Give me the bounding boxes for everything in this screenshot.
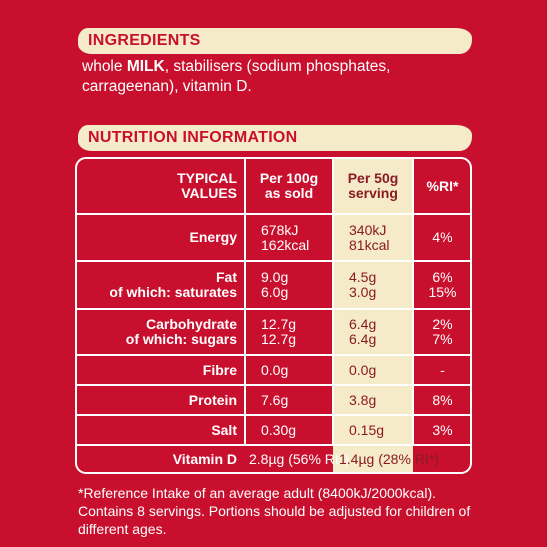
header-per-100g-line: Per 100g (259, 170, 319, 186)
per-100g-value-line: 12.7g (261, 316, 297, 332)
ri-value-line: 6% (432, 269, 453, 285)
header-ri: %RI* (413, 177, 472, 194)
nutrient-label: Protein (75, 391, 237, 408)
header-ri-line: %RI* (426, 177, 459, 194)
reference-intake-note: *Reference Intake of an average adult (8… (78, 485, 471, 537)
nutrient-label-line: Energy (189, 229, 237, 245)
per-100g-value-line: 0.0g (261, 361, 289, 378)
ri-value-line: 8% (432, 391, 453, 408)
per-100g-value-line: 9.0g (261, 269, 289, 285)
nutrient-label: Fat of which: saturates (75, 270, 237, 300)
per-100g-value: 678kJ 162kcal (261, 221, 333, 253)
per-100g-value-line: 12.7g (261, 331, 297, 347)
table-border (75, 157, 472, 474)
ingredients-heading: INGREDIENTS (78, 28, 472, 54)
ri-value-line: 3% (432, 421, 453, 438)
nutrient-label-line: of which: sugars (125, 331, 237, 347)
header-typical-values: TYPICAL VALUES (75, 171, 237, 201)
per-50g-value: 0.0g (349, 361, 413, 378)
per-100g-value-line: 6.0g (261, 284, 289, 300)
nutrient-label: Fibre (75, 361, 237, 378)
nutrient-label-line: Protein (188, 391, 237, 408)
per-50g-value-line: 3.0g (349, 284, 377, 300)
ri-value: 8% (413, 391, 472, 408)
per-100g-value-line: 162kcal (261, 236, 310, 253)
per-100g-value: 2.8µg (56% RI*) (249, 450, 369, 467)
per-50g-value-line: 0.0g (349, 361, 377, 378)
header-typical-values-line: TYPICAL (177, 170, 237, 186)
per-50g-value-line: 0.15g (349, 421, 385, 438)
per-50g-value-line: 340kJ (349, 221, 387, 238)
nutrient-label: Salt (75, 421, 237, 438)
ingredients-allergen: MILK (126, 58, 165, 75)
per-50g-value: 4.5g 3.0g (349, 270, 413, 300)
per-50g-value-line: 6.4g (349, 331, 377, 347)
ri-value-line: - (440, 361, 445, 378)
header-per-50g-line: Per 50g (347, 170, 399, 186)
ri-value: - (413, 361, 472, 378)
ri-value: 2% 7% (413, 317, 472, 347)
nutrient-label-line: Fat (216, 269, 237, 285)
per-50g-value: 1.4µg (28% RI*) (339, 450, 459, 467)
per-100g-value: 0.0g (261, 361, 333, 378)
per-100g-value-line: 2.8µg (56% RI*) (249, 450, 349, 467)
header-per-100g-line: as sold (264, 185, 314, 201)
per-50g-value-line: 1.4µg (28% RI*) (339, 450, 439, 467)
nutrition-table: TYPICAL VALUES Per 100g as sold Per 50g servi… (75, 156, 472, 475)
ri-value: 3% (413, 421, 472, 438)
per-100g-value: 9.0g 6.0g (261, 270, 333, 300)
nutrition-heading: NUTRITION INFORMATION (78, 125, 472, 151)
per-50g-value-line: 6.4g (349, 316, 377, 332)
ri-value: 6% 15% (413, 270, 472, 300)
per-100g-value-line: 0.30g (261, 421, 297, 438)
ingredients-rest: , stabilisers (sodium phosphates, carrag… (82, 58, 391, 95)
nutrient-label-line: of which: saturates (109, 284, 237, 300)
ri-value-line: 4% (432, 229, 453, 245)
nutrient-label-line: Salt (211, 421, 237, 438)
per-50g-value-line: 3.8g (349, 391, 377, 408)
nutrition-table-grid (75, 157, 472, 474)
serving-column-shade (333, 158, 413, 473)
header-typical-values-line: VALUES (181, 185, 237, 201)
per-100g-value-line: 7.6g (261, 391, 289, 408)
per-50g-value: 3.8g (349, 391, 413, 408)
ingredients-prefix: whole (82, 58, 127, 75)
ingredients-text: whole MILK, stabilisers (sodium phosphat… (82, 57, 482, 97)
per-50g-value: 6.4g 6.4g (349, 317, 413, 347)
ri-value-line: 15% (428, 284, 457, 300)
nutrient-label-line: Fibre (202, 361, 237, 378)
header-per-50g: Per 50g serving (333, 171, 413, 201)
ri-value-line: 7% (432, 331, 453, 347)
header-per-50g-line: serving (348, 185, 398, 201)
per-100g-value: 0.30g (261, 421, 333, 438)
per-50g-value: 0.15g (349, 421, 413, 438)
per-100g-value: 12.7g 12.7g (261, 317, 333, 347)
per-50g-value-line: 81kcal (349, 236, 390, 253)
ri-value-line: 2% (432, 316, 453, 332)
header-per-100g: Per 100g as sold (245, 171, 333, 201)
per-50g-value: 340kJ 81kcal (349, 221, 413, 253)
nutrient-label: Vitamin D (75, 450, 237, 467)
nutrient-label: Carbohydrate of which: sugars (75, 317, 237, 347)
ri-value: 4% (413, 230, 472, 245)
nutrient-label-line: Vitamin D (172, 450, 237, 467)
nutrient-label-line: Carbohydrate (145, 316, 237, 332)
per-100g-value-line: 678kJ (261, 221, 299, 238)
nutrient-label: Energy (75, 230, 237, 245)
per-100g-value: 7.6g (261, 391, 333, 408)
per-50g-value-line: 4.5g (349, 269, 377, 285)
